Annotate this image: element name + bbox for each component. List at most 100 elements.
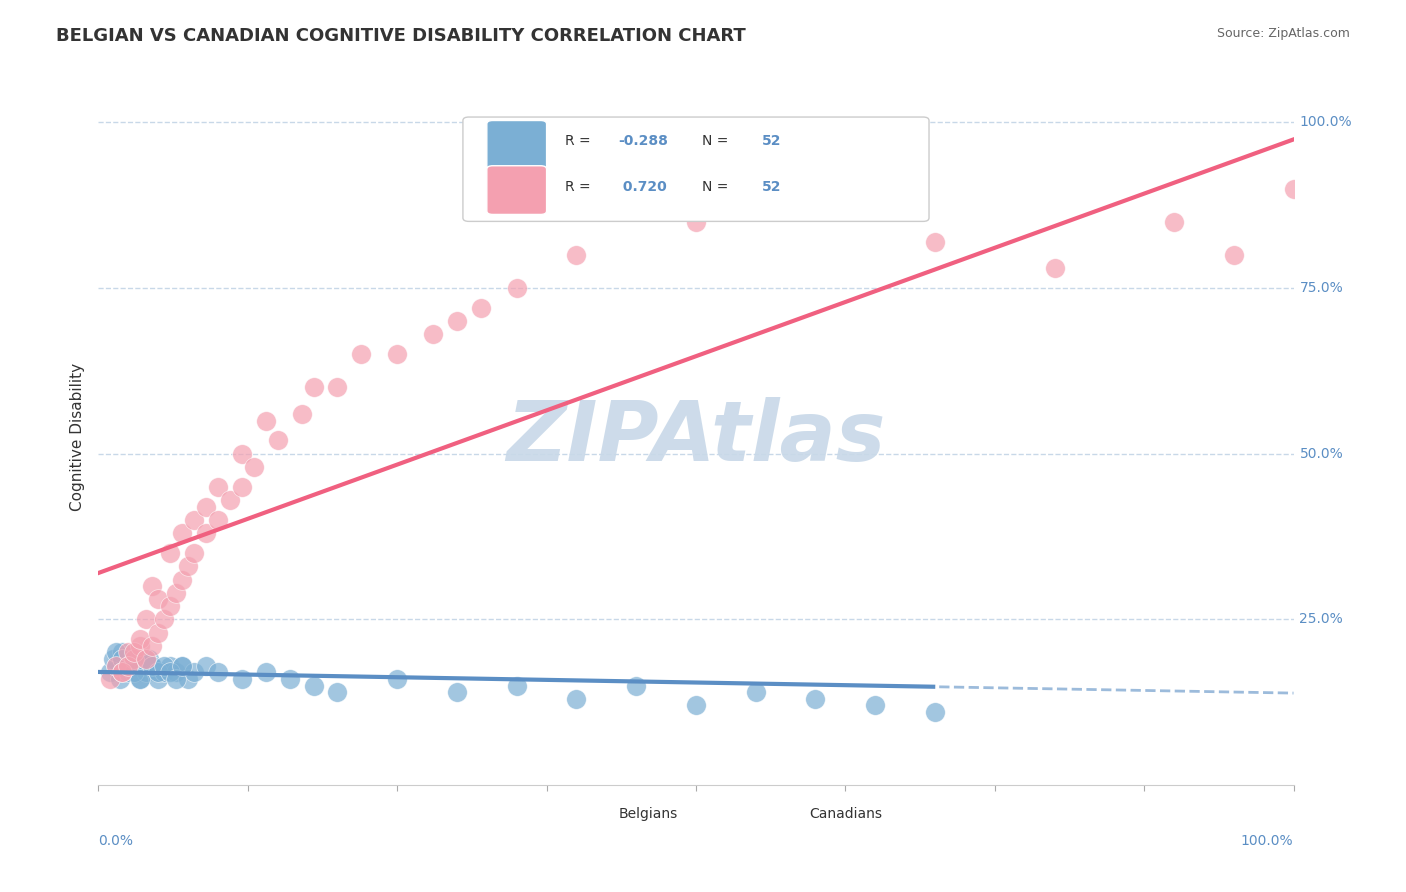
Point [804,691,827,706]
Point [446,685,468,699]
Point [290,407,312,421]
Point [98,665,122,680]
Point [141,579,163,593]
Point [148,672,170,686]
Point [565,248,588,262]
Point [350,347,373,361]
Point [141,658,163,673]
Point [105,658,128,673]
Point [278,672,301,686]
Point [207,665,229,680]
Point [148,665,170,680]
Point [267,434,290,448]
Y-axis label: Cognitive Disability: Cognitive Disability [69,363,84,511]
FancyBboxPatch shape [741,797,794,831]
Point [117,645,139,659]
Point [101,652,124,666]
Text: 52: 52 [762,179,782,194]
Point [159,665,181,680]
Point [125,665,148,680]
Text: Belgians: Belgians [619,807,678,822]
Point [129,639,152,653]
Point [172,658,194,673]
FancyBboxPatch shape [486,120,547,169]
Point [302,380,325,394]
Text: R =: R = [565,135,595,148]
Point [422,327,444,342]
Point [385,347,409,361]
Point [172,526,194,541]
Point [685,215,707,229]
Point [243,459,266,474]
Point [804,194,827,209]
Point [565,691,588,706]
Text: 50.0%: 50.0% [1299,447,1343,460]
Text: -0.288: -0.288 [619,135,668,148]
FancyBboxPatch shape [550,797,603,831]
Point [385,672,409,686]
Point [177,559,200,574]
Point [105,645,128,659]
Point [1222,248,1246,262]
Point [129,632,152,647]
Point [132,658,155,673]
Point [172,573,194,587]
Point [194,500,217,514]
Text: N =: N = [702,135,733,148]
Point [98,672,122,686]
Point [124,665,146,680]
Point [153,612,176,626]
Point [159,599,181,613]
Text: 100.0%: 100.0% [1299,115,1353,129]
Point [135,652,157,666]
Point [114,658,136,673]
Point [141,639,163,653]
Point [153,658,176,673]
Point [117,658,139,673]
Point [183,665,205,680]
Text: 0.0%: 0.0% [98,834,134,847]
Point [148,592,170,607]
Point [254,665,277,680]
Text: R =: R = [565,179,595,194]
Point [148,625,170,640]
Point [111,665,134,680]
Point [231,447,253,461]
Text: 52: 52 [762,135,782,148]
Point [863,698,886,713]
Point [124,652,146,666]
Text: BELGIAN VS CANADIAN COGNITIVE DISABILITY CORRELATION CHART: BELGIAN VS CANADIAN COGNITIVE DISABILITY… [56,27,747,45]
Point [231,672,253,686]
Point [165,586,187,600]
Point [302,679,325,693]
Point [124,645,146,659]
Point [745,685,768,699]
Point [194,526,217,541]
Point [685,698,707,713]
Point [117,658,139,673]
Point [138,652,160,666]
Point [108,672,131,686]
Point [183,513,205,527]
Point [231,480,253,494]
Point [183,546,205,560]
Point [111,652,134,666]
Point [117,665,139,680]
Point [135,612,157,626]
Point [219,493,242,508]
Point [207,513,229,527]
Point [111,665,134,680]
Point [141,658,163,673]
Point [165,672,187,686]
Point [194,658,217,673]
Text: 0.720: 0.720 [619,179,666,194]
Point [326,685,349,699]
Point [1282,181,1305,195]
Point [145,665,167,680]
Point [129,672,152,686]
Text: 25.0%: 25.0% [1299,612,1343,626]
Point [165,665,187,680]
Point [924,235,946,249]
Point [105,658,128,673]
Point [124,658,146,673]
